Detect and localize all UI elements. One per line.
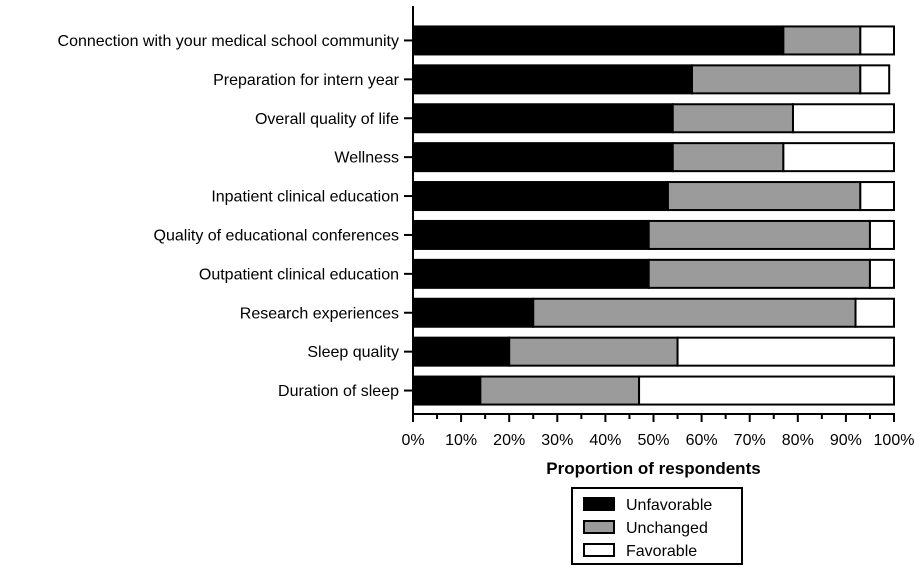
- bar-unchanged-1: [690, 64, 862, 95]
- bar-favorable-7: [854, 297, 896, 328]
- bar-unfavorable-4: [412, 181, 669, 212]
- bar-unfavorable-3: [412, 142, 674, 173]
- category-label: Preparation for intern year: [213, 72, 400, 89]
- category-label: Overall quality of life: [255, 111, 399, 128]
- x-tick-label: 20%: [493, 432, 525, 449]
- category-label: Connection with your medical school comm…: [58, 33, 399, 50]
- x-tick-label: 60%: [686, 432, 718, 449]
- bar-unchanged-4: [666, 181, 862, 212]
- bar-unfavorable-1: [412, 64, 693, 95]
- y-axis: [404, 6, 414, 415]
- bars-group: [412, 25, 896, 406]
- bar-favorable-4: [859, 181, 896, 212]
- legend-swatch-favorable: [583, 543, 615, 557]
- category-label: Outpatient clinical education: [199, 266, 399, 283]
- legend: Unfavorable Unchanged Favorable: [571, 487, 743, 565]
- bar-unfavorable-8: [412, 336, 511, 367]
- category-label: Research experiences: [240, 305, 399, 322]
- x-tick-label: 50%: [637, 432, 669, 449]
- bar-unfavorable-9: [412, 375, 482, 406]
- category-label: Wellness: [334, 150, 399, 167]
- x-tick-label: 30%: [541, 432, 573, 449]
- category-label: Sleep quality: [307, 344, 399, 361]
- bar-favorable-8: [676, 336, 895, 367]
- x-tick-label: 70%: [734, 432, 766, 449]
- bar-unchanged-7: [532, 297, 857, 328]
- bar-favorable-6: [868, 258, 896, 289]
- x-tick-label: 80%: [782, 432, 814, 449]
- bar-unchanged-8: [508, 336, 679, 367]
- bar-unchanged-2: [671, 103, 794, 134]
- bar-unchanged-3: [671, 142, 785, 173]
- bar-unfavorable-6: [412, 258, 650, 289]
- x-axis: 0% 10% 20% 30% 40% 50% 60% 70% 80% 90% 100%: [401, 413, 915, 449]
- bar-unchanged-0: [782, 25, 862, 56]
- bar-unchanged-5: [647, 219, 871, 250]
- x-tick-label: 40%: [589, 432, 621, 449]
- x-tick-label: 0%: [401, 432, 424, 449]
- x-tick-label: 10%: [445, 432, 477, 449]
- x-axis-title: Proportion of respondents: [546, 459, 760, 478]
- legend-label-unfavorable: Unfavorable: [626, 497, 712, 514]
- x-tick-label: 100%: [874, 432, 915, 449]
- bar-favorable-1: [859, 64, 891, 95]
- bar-favorable-3: [782, 142, 895, 173]
- bar-unfavorable-7: [412, 297, 535, 328]
- x-tick-label: 90%: [830, 432, 862, 449]
- bar-favorable-2: [791, 103, 895, 134]
- bar-unfavorable-0: [412, 25, 785, 56]
- legend-swatch-unchanged: [583, 520, 615, 534]
- legend-label-unchanged: Unchanged: [626, 520, 708, 537]
- bar-unfavorable-2: [412, 103, 674, 134]
- legend-swatch-unfavorable: [583, 497, 615, 511]
- bar-favorable-5: [868, 219, 896, 250]
- category-label: Duration of sleep: [278, 383, 399, 400]
- bar-unchanged-6: [647, 258, 871, 289]
- legend-label-favorable: Favorable: [626, 543, 697, 560]
- category-label: Inpatient clinical education: [211, 189, 399, 206]
- bar-favorable-0: [859, 25, 896, 56]
- bar-unchanged-9: [479, 375, 641, 406]
- bar-favorable-9: [638, 375, 895, 406]
- bar-unfavorable-5: [412, 219, 650, 250]
- category-labels: Connection with your medical school comm…: [58, 33, 400, 400]
- category-label: Quality of educational conferences: [154, 227, 399, 244]
